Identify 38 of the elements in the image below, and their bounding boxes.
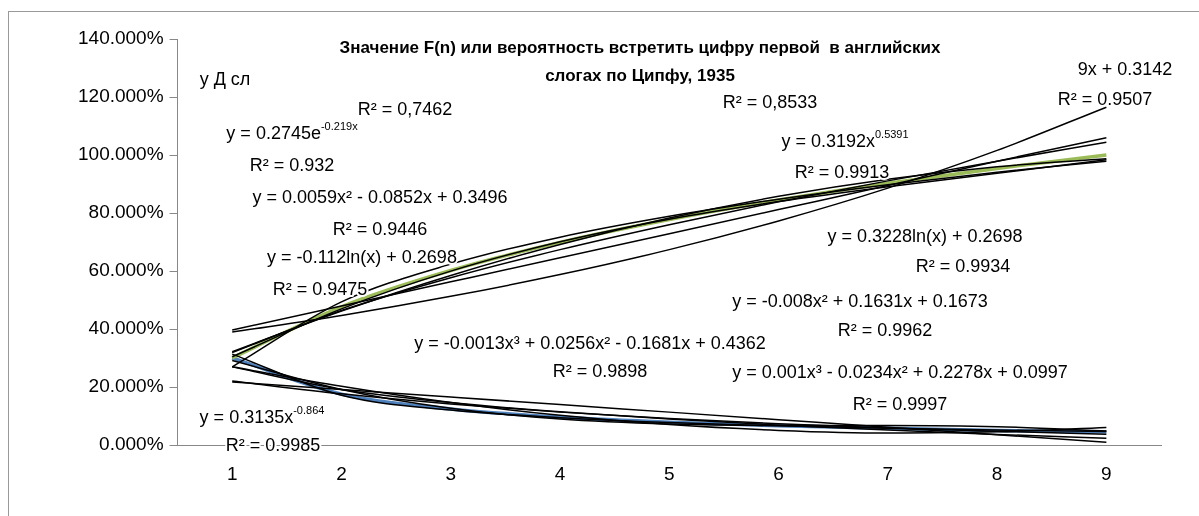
y-tick-label: 120.000% xyxy=(78,85,164,107)
annotation: R² = 0.9962 xyxy=(837,319,933,340)
annotation: y = 0.3228ln(x) + 0.2698 xyxy=(827,225,1023,246)
y-tick-label: 80.000% xyxy=(88,201,164,223)
x-tick-label: 9 xyxy=(1101,462,1112,484)
annotation: R² = 0.9997 xyxy=(852,393,948,414)
annotation: R² = 0.9446 xyxy=(332,218,428,239)
annotation: R² = 0,7462 xyxy=(357,98,453,119)
x-tick-label: 7 xyxy=(882,462,894,484)
annotation: y = -0.112ln(x) + 0.2698 xyxy=(267,246,457,267)
y-tick-label: 40.000% xyxy=(88,317,164,339)
y-tick-label: 140.000% xyxy=(78,27,164,49)
y-tick-label: 100.000% xyxy=(78,143,164,165)
annotation: R² = 0.932 xyxy=(249,154,335,175)
y-tick-label: 0.000% xyxy=(99,433,164,455)
annotation: 9x + 0.3142 xyxy=(1077,58,1173,79)
annotation: R² = 0.9898 xyxy=(552,360,648,381)
annotation: R² = 0,8533 xyxy=(722,91,818,112)
annotation: R² = 0.9934 xyxy=(915,255,1011,276)
y-tick-label: 60.000% xyxy=(88,259,164,281)
annotation: y Д сл xyxy=(199,68,251,89)
annotation: y = 0.001x³ - 0.0234x² + 0.2278x + 0.0997 xyxy=(732,361,1068,382)
annotation: R² = 0.9985 xyxy=(225,434,321,455)
annotation: y = -0.008x² + 0.1631x + 0.1673 xyxy=(732,290,988,311)
annotation: y = 0.0059x² - 0.0852x + 0.3496 xyxy=(252,186,508,207)
x-tick-label: 8 xyxy=(991,462,1003,484)
x-tick-label: 2 xyxy=(336,462,347,484)
annotation: R² = 0.9475 xyxy=(272,278,368,299)
y-tick-label: 20.000% xyxy=(88,375,164,397)
x-tick-label: 6 xyxy=(773,462,784,484)
annotation: R² = 0.9507 xyxy=(1057,88,1153,109)
text: Значение F(n) или вероятность встретить цифру первой в английских слогах по Ципфу, 1935 xyxy=(339,37,941,85)
annotation: R² = 0.9913 xyxy=(794,161,890,182)
annotation: y = -0.0013x³ + 0.0256x² - 0.1681x + 0.4362 xyxy=(414,332,766,353)
x-tick-label: 1 xyxy=(226,462,238,484)
x-tick-label: 3 xyxy=(445,462,457,484)
x-tick-label: 4 xyxy=(554,462,566,484)
x-tick-label: 5 xyxy=(664,462,675,484)
